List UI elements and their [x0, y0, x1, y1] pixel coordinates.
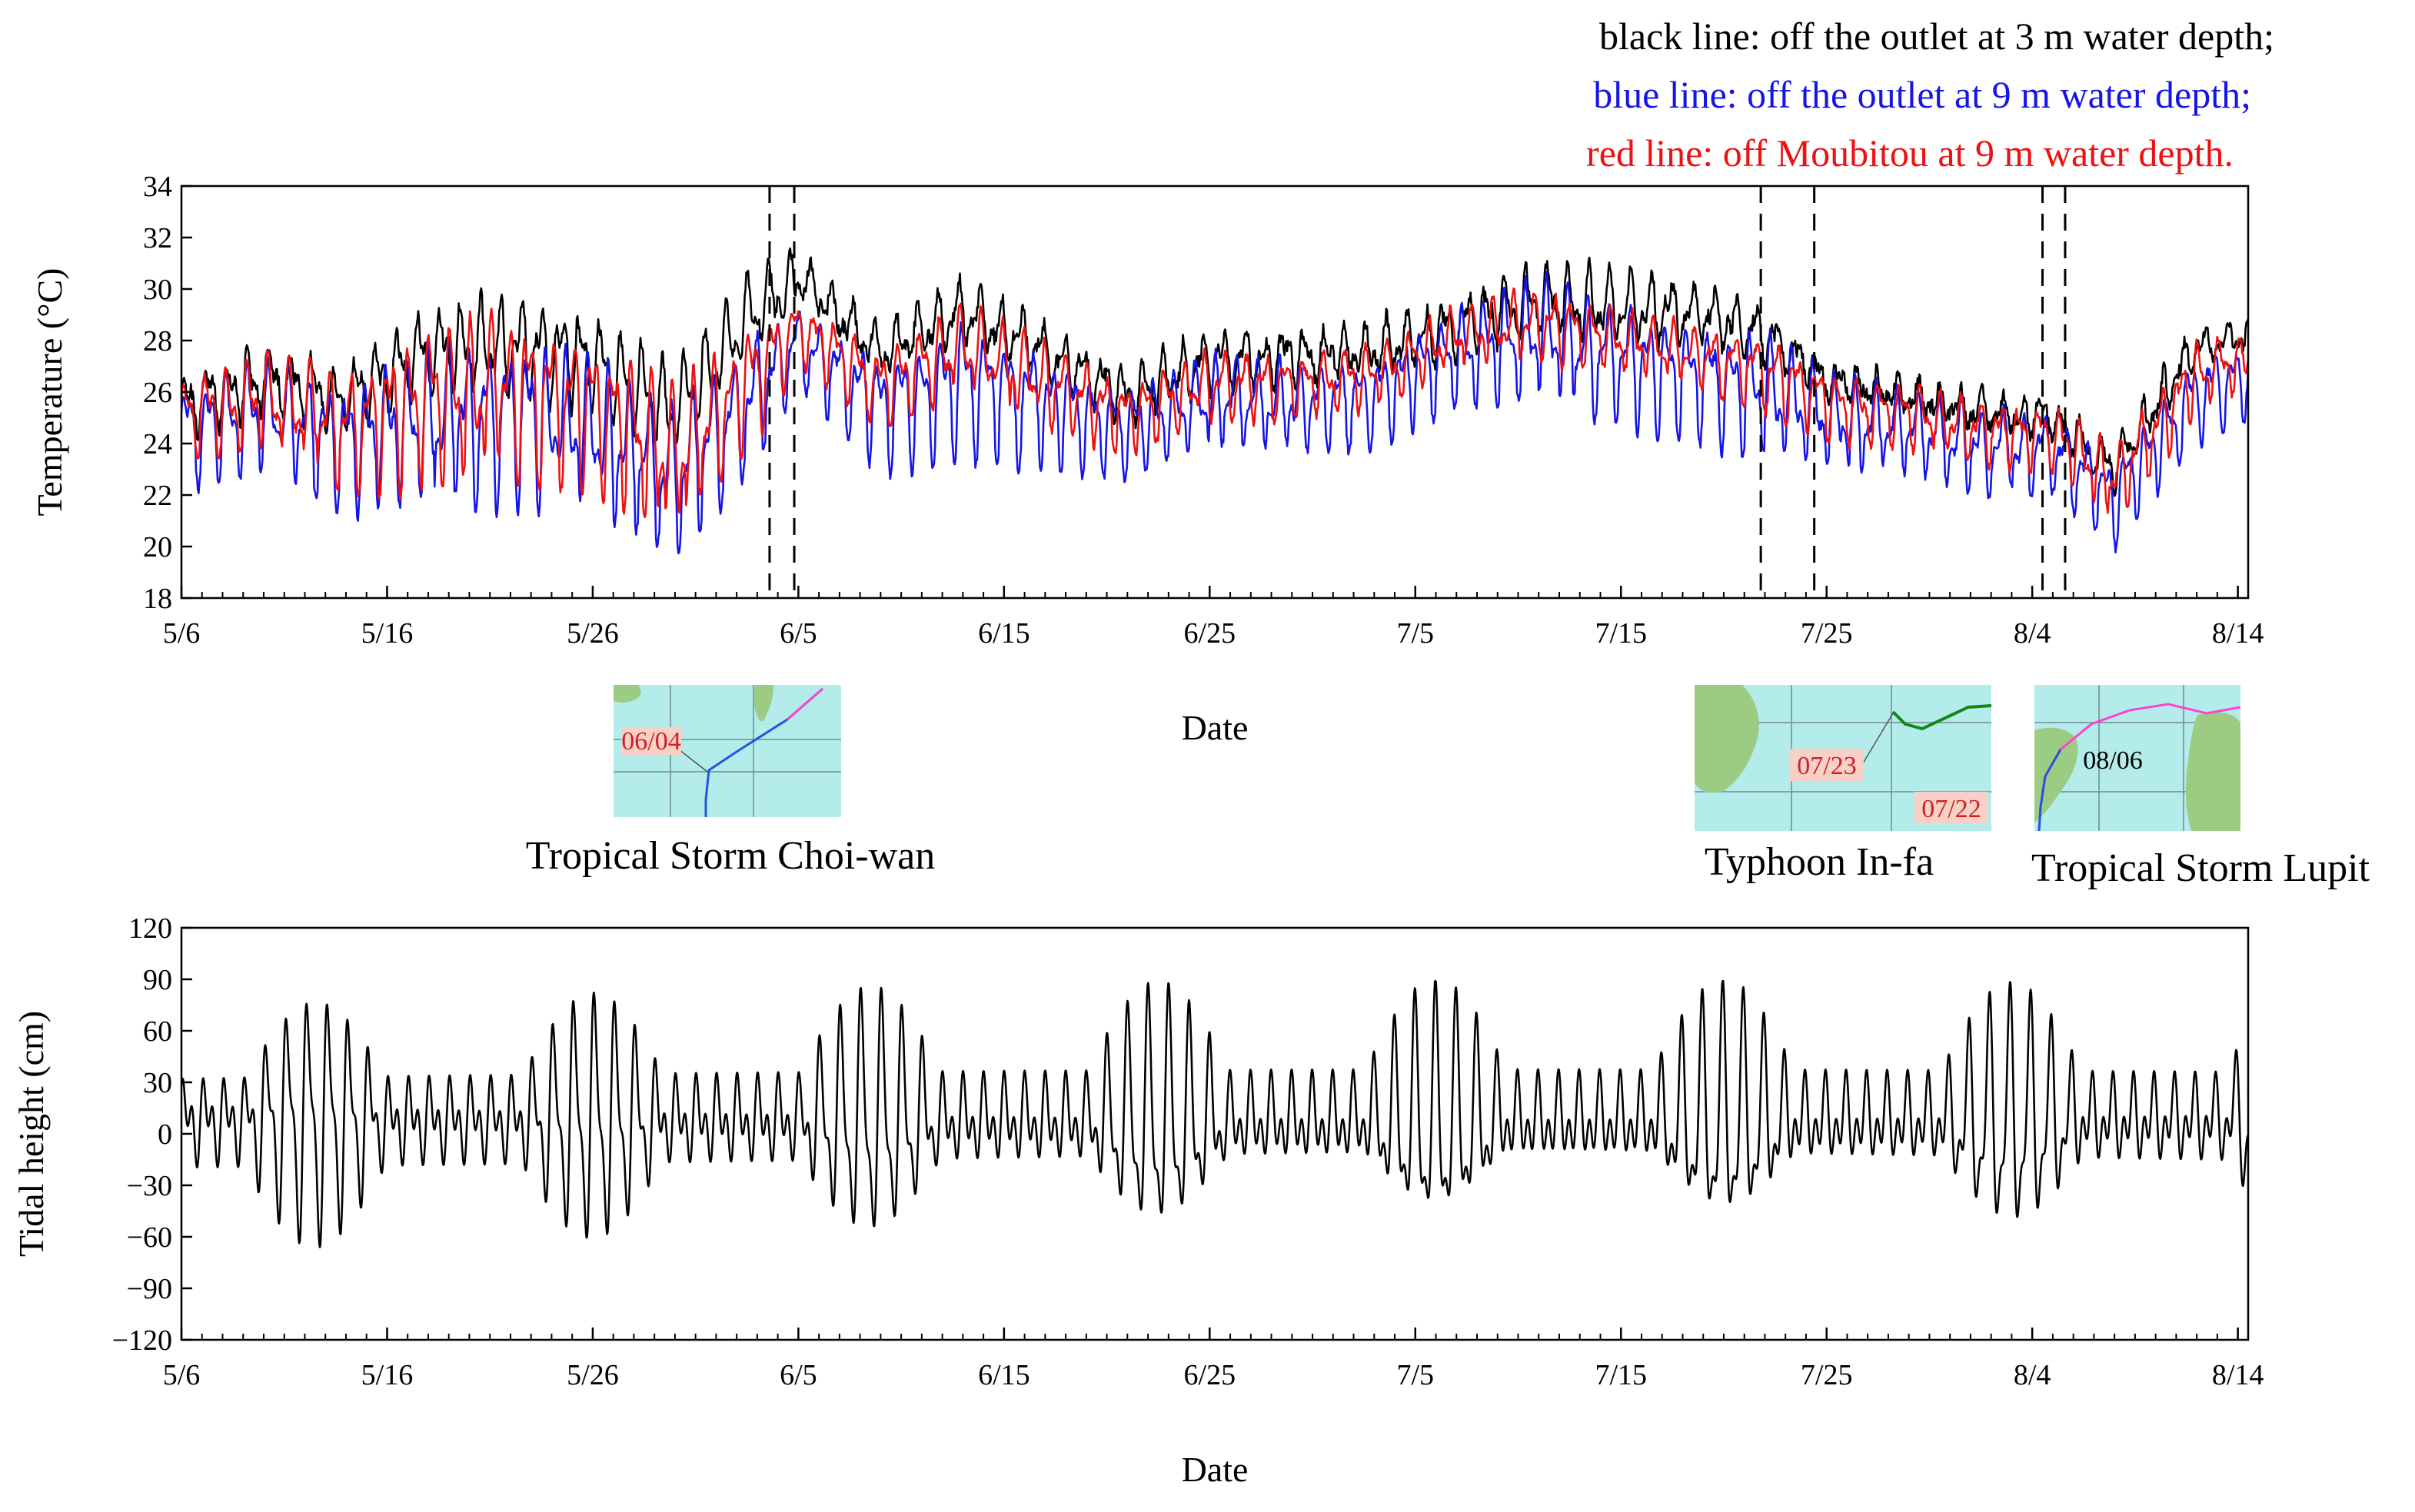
map-date-box	[1914, 792, 1988, 824]
y-tick-label: 34	[143, 171, 172, 203]
map-date-box	[621, 727, 681, 755]
tidal-x-axis: 5/6 5/16 5/26 6/5 6/15 6/25 7/5 7/15 7/25 8/4 8/14	[163, 1328, 2264, 1391]
x-tick-label: 6/15	[978, 1359, 1030, 1391]
temperature-y-axis: 18 20 22 24 26 28 30 32 34	[143, 171, 192, 615]
storm-marker-lines	[768, 186, 2067, 598]
y-tick-label: 26	[143, 377, 172, 409]
map-inset-lupit: 08/06	[2034, 685, 2241, 832]
x-tick-label: 6/5	[780, 1359, 817, 1391]
x-tick-label: 5/16	[361, 617, 414, 650]
tidal-y-axis: −120 −90 −60 −30 0 30 60 90 120	[112, 912, 192, 1357]
x-tick-label: 5/26	[567, 1359, 619, 1391]
x-tick-label: 5/6	[163, 617, 201, 650]
x-tick-label: 7/25	[1801, 1359, 1853, 1391]
x-tick-label: 5/16	[361, 1359, 414, 1391]
x-tick-label: 6/25	[1184, 1359, 1236, 1391]
map-inset-in-fa: 07/23 07/22	[1695, 685, 1992, 831]
temperature-y-title: Temperature (°C)	[30, 268, 69, 517]
legend: black line: off the outlet at 3 m water …	[1586, 15, 2274, 174]
tidal-x-title: Date	[1182, 1450, 1249, 1489]
x-tick-label: 5/26	[567, 617, 619, 650]
x-tick-label: 5/6	[163, 1359, 201, 1391]
legend-blue: blue line: off the outlet at 9 m water d…	[1593, 73, 2251, 116]
y-tick-label: −60	[127, 1221, 172, 1254]
temperature-series-line-blue	[181, 270, 2248, 555]
map-date-choi-wan: 06/04	[621, 727, 680, 756]
temperature-series-line-red	[181, 287, 2248, 519]
y-tick-label: −30	[127, 1170, 172, 1202]
x-tick-label: 8/4	[2014, 1359, 2051, 1391]
map-inset-choi-wan: 06/04	[614, 685, 841, 817]
tidal-series-group	[181, 979, 2248, 1248]
y-tick-label: 24	[143, 428, 172, 460]
y-tick-label: 28	[143, 325, 172, 357]
storm-label-lupit: Tropical Storm Lupit	[2031, 846, 2370, 890]
x-tick-label: 6/15	[978, 617, 1030, 650]
x-tick-label: 8/4	[2014, 617, 2051, 650]
temperature-series-group	[181, 247, 2248, 555]
y-tick-label: 60	[143, 1015, 172, 1048]
map-date-box	[1790, 749, 1864, 781]
tidal-series-line	[181, 979, 2248, 1248]
y-tick-label: 90	[143, 964, 172, 996]
storm-label-choi-wan: Tropical Storm Choi-wan	[526, 834, 936, 878]
tidal-y-title: Tidal height (cm)	[12, 1011, 51, 1257]
y-tick-label: −120	[112, 1324, 172, 1357]
x-tick-label: 8/14	[2212, 617, 2264, 650]
y-tick-label: 18	[143, 583, 172, 615]
map-date-in-fa-2: 07/22	[1921, 795, 1981, 823]
x-tick-label: 6/25	[1184, 617, 1236, 650]
map-date-in-fa-1: 07/23	[1797, 752, 1856, 780]
x-tick-label: 7/5	[1396, 617, 1434, 650]
temperature-x-axis: 5/6 5/16 5/26 6/5 6/15 6/25 7/5 7/15 7/25 8/4 8/14	[163, 586, 2264, 650]
legend-black: black line: off the outlet at 3 m water …	[1599, 15, 2274, 58]
y-tick-label: 0	[158, 1118, 172, 1151]
y-tick-label: 120	[128, 912, 172, 945]
storm-label-in-fa: Typhoon In-fa	[1705, 840, 1934, 884]
y-tick-label: 30	[143, 274, 172, 306]
y-tick-label: 32	[143, 222, 172, 254]
temperature-panel: 18 20 22 24 26 28 30 32 34 5/6 5/16 5/26 6/5 6/15 6/2…	[30, 171, 2264, 747]
y-tick-label: 22	[143, 480, 172, 512]
y-tick-label: 20	[143, 531, 172, 563]
x-tick-label: 6/5	[780, 617, 817, 650]
x-tick-label: 8/14	[2212, 1359, 2264, 1391]
temperature-x-title: Date	[1182, 708, 1249, 747]
tidal-panel: −120 −90 −60 −30 0 30 60 90 120 5/6 5/16 5/26 6/5 6/…	[12, 912, 2264, 1489]
y-tick-label: −90	[127, 1273, 172, 1305]
x-tick-label: 7/15	[1595, 1359, 1647, 1391]
legend-red: red line: off Moubitou at 9 m water dept…	[1586, 131, 2234, 174]
y-tick-label: 30	[143, 1067, 172, 1099]
map-date-lupit: 08/06	[2083, 746, 2142, 775]
x-tick-label: 7/5	[1396, 1359, 1434, 1391]
x-tick-label: 7/25	[1801, 617, 1853, 650]
x-tick-label: 7/15	[1595, 617, 1647, 650]
